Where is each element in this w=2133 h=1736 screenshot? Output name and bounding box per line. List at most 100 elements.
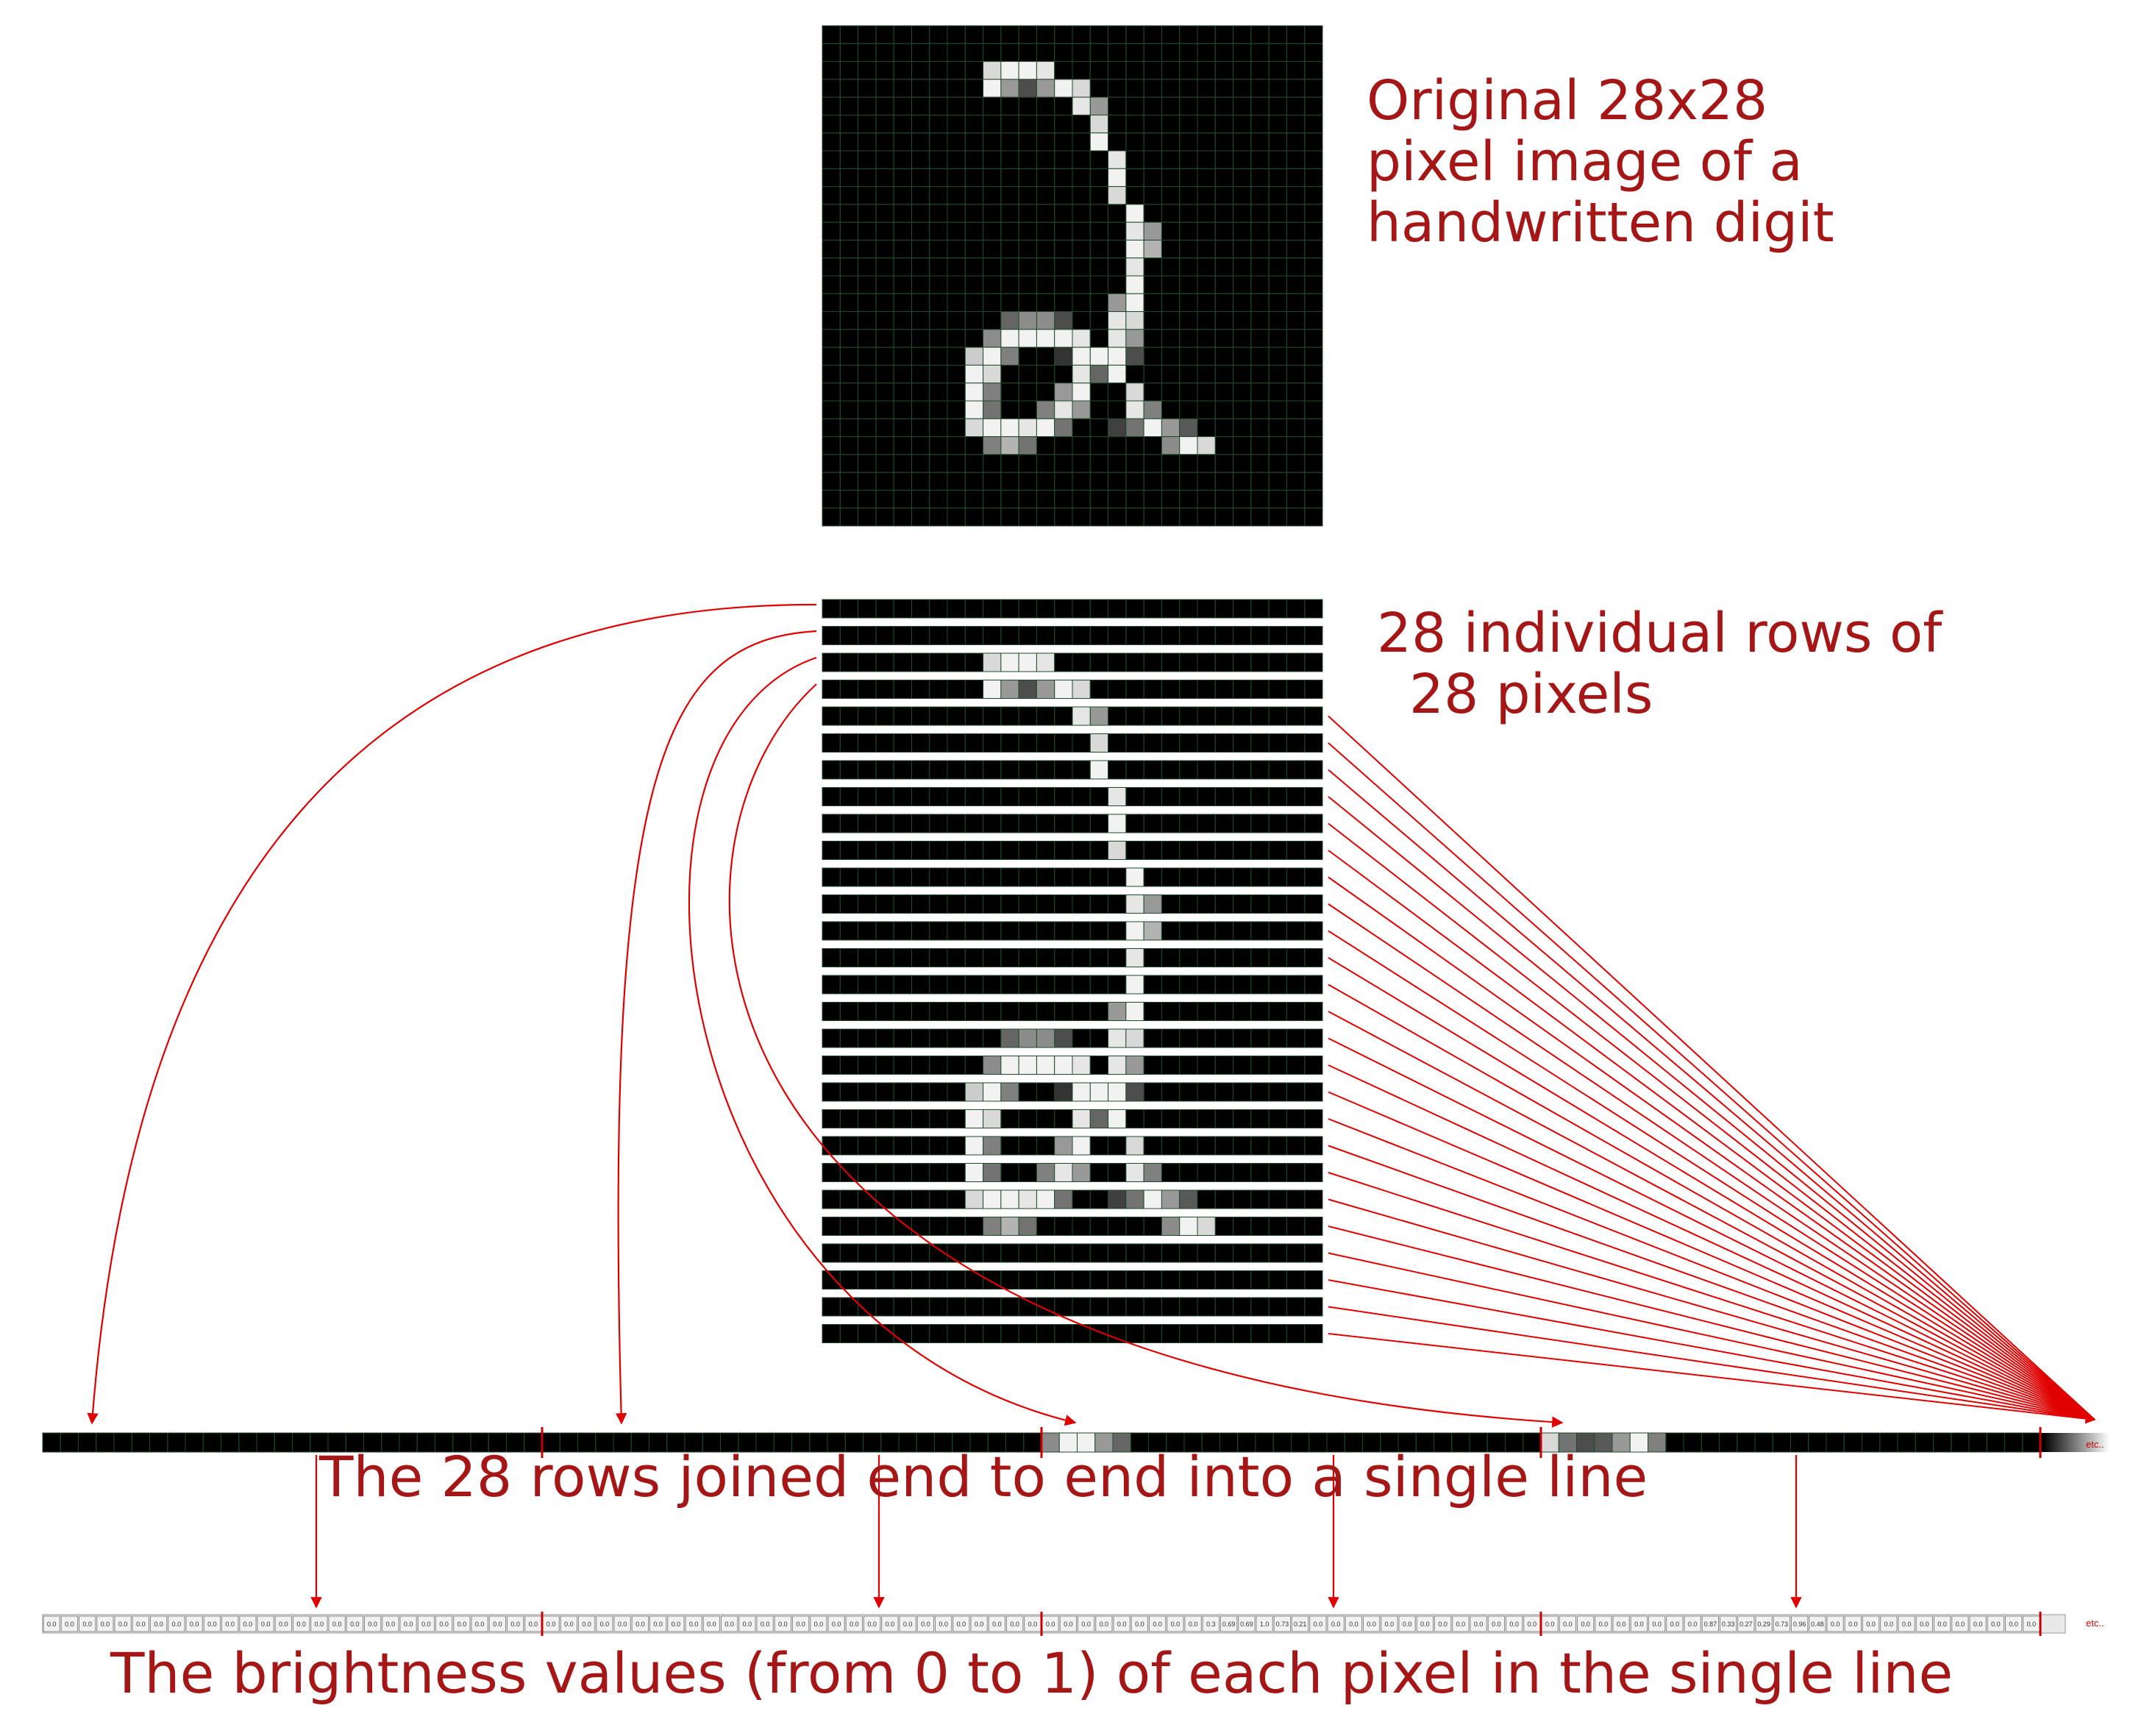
value-cell [382,1615,399,1632]
value-cell [1078,1615,1095,1632]
value-cell [1470,1615,1487,1632]
row-pixel [1054,1028,1073,1048]
etc-label: etc.. [2086,1618,2104,1629]
value-cell [702,1615,720,1632]
row-arrow [728,683,1564,1428]
value-label: 0.0 [921,1621,930,1628]
value-label: 0.0 [778,1621,788,1628]
value-cell [685,1615,702,1632]
value-cell [1987,1615,2004,1632]
value-label: 0.29 [1757,1621,1770,1628]
row-pixel [1036,1028,1055,1048]
value-label: 0.0 [47,1621,57,1628]
row-arrow [1328,903,2095,1420]
caption-line: pixel image of a [1367,129,1803,193]
image-pixel [1018,329,1037,348]
image-pixel [1089,346,1109,366]
value-label: 0.0 [1884,1621,1894,1628]
row-pixel [1108,814,1127,833]
image-pixel [1054,400,1073,419]
row-arrow [615,630,817,1425]
image-pixel [1054,346,1073,366]
value-cell [364,1615,382,1632]
value-cell [1416,1615,1434,1632]
value-label: 0.96 [1793,1621,1806,1628]
value-cell [399,1615,417,1632]
image-pixel [1072,400,1091,419]
row-pixel [1054,680,1073,699]
value-label: 0.69 [1222,1621,1236,1628]
image-pixel [1036,311,1055,330]
row-arrow [1328,1252,2095,1420]
value-cell [1434,1615,1452,1632]
pixel-row [822,1163,1323,1182]
row-pixel [1161,1217,1181,1236]
image-pixel [1125,239,1144,259]
value-label: 0.0 [1973,1621,1983,1628]
row-pixel [1125,948,1144,967]
value-cell [453,1615,471,1632]
value-label: 0.0 [1937,1621,1947,1628]
value-cell [185,1615,203,1632]
value-label: 0.0 [1920,1621,1929,1628]
digit-image [822,25,1323,527]
row-pixel [1072,1136,1091,1156]
value-cell [756,1615,774,1632]
row-pixel [1304,1109,1323,1128]
row-pixel [1000,680,1019,699]
value-label: 0.0 [653,1621,663,1628]
row-pixel [1304,841,1323,860]
row-pixel [1304,626,1323,645]
image-pixel [1072,96,1091,115]
image-pixel [1018,79,1037,98]
image-pixel [1125,400,1144,419]
value-label: 0.0 [439,1621,449,1628]
value-cell [1915,1615,1933,1632]
pixel-row [822,733,1323,753]
row-pixel [1089,706,1109,726]
image-pixel [1018,436,1037,455]
image-pixel [1036,418,1055,438]
row-pixel [1036,680,1055,699]
value-label: 0.87 [1704,1621,1717,1628]
value-label: 0.0 [1010,1621,1019,1628]
value-label: 0.3 [1206,1621,1216,1628]
value-cell [596,1615,613,1632]
value-label: 0.0 [118,1621,128,1628]
value-cell [1826,1615,1844,1632]
image-pixel [1161,436,1181,455]
value-label: 0.0 [1456,1621,1466,1628]
row-pixel [1125,1136,1144,1156]
value-label: 0.0 [1670,1621,1680,1628]
image-pixel [1089,96,1109,115]
image-pixel [1125,418,1144,438]
value-label: 0.73 [1776,1621,1789,1628]
value-label: 0.0 [1474,1621,1484,1628]
value-cell [1612,1615,1630,1632]
row-pixel [1304,599,1323,619]
pixel-row [822,1002,1323,1021]
pixel-row [822,1189,1323,1209]
pixel-row [822,1243,1323,1263]
value-cell [792,1615,810,1632]
pixel-row [822,680,1323,699]
image-pixel [1125,221,1144,241]
row-pixel [1304,760,1323,780]
image-pixel [1000,418,1019,438]
value-cell [667,1615,685,1632]
value-cell [613,1615,631,1632]
value-label: 0.0 [1528,1621,1537,1628]
row-strips [822,599,1323,1343]
value-label: 0.0 [172,1621,182,1628]
value-label: 0.0 [475,1621,485,1628]
value-cell [221,1615,239,1632]
image-pixel [1108,311,1127,330]
row-arrow [1328,957,2095,1420]
row-arrow [1328,983,2095,1420]
value-cell [1862,1615,1880,1632]
value-cell [1684,1615,1701,1632]
value-cell [2005,1615,2023,1632]
value-label: 0.0 [1100,1621,1109,1628]
row-pixel [1108,1056,1127,1075]
row-pixel [1125,1056,1144,1075]
